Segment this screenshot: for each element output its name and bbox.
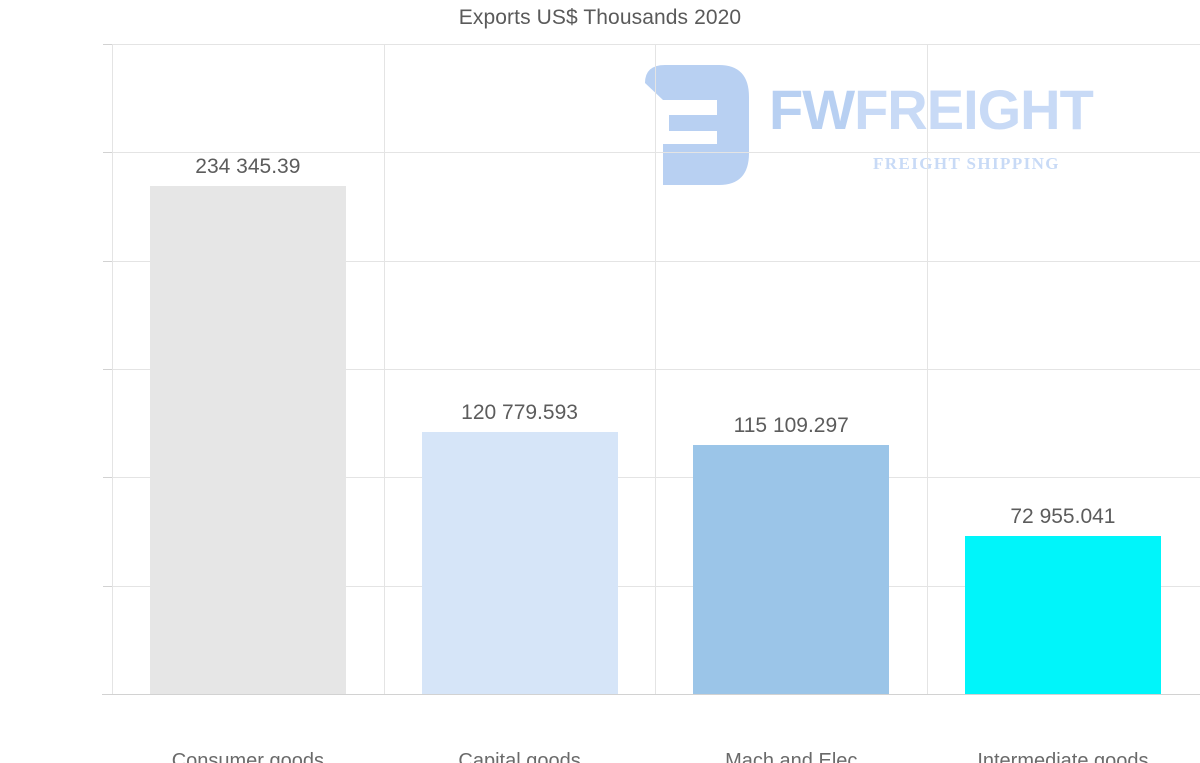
bar-value-label: 234 345.39 (195, 155, 301, 179)
x-axis-tick-label: Consumer goods (171, 750, 325, 763)
gridline-horizontal (112, 44, 1200, 45)
y-axis-tick-mark (103, 369, 112, 370)
bar[interactable] (149, 186, 346, 694)
y-axis-tick-mark (103, 477, 112, 479)
y-axis-tick-mark (103, 44, 112, 45)
x-axis-line (102, 694, 1200, 695)
gridline-horizontal (112, 260, 1200, 262)
gridline-horizontal (112, 369, 1200, 370)
gridline-vertical (927, 44, 928, 695)
gridline-horizontal (112, 152, 1200, 154)
gridline-vertical (112, 44, 113, 695)
y-axis-tick-mark (103, 260, 112, 262)
plot-area: 050 000100 000150 000200 000250 000300 0… (102, 44, 1200, 763)
gridline-vertical (384, 44, 385, 695)
gridline-horizontal (112, 477, 1200, 479)
gridline-vertical (655, 44, 656, 695)
x-axis-tick-label: Capital goods (458, 750, 581, 763)
x-axis-tick-label: Mach and Elec (725, 750, 858, 763)
bar[interactable] (421, 432, 618, 694)
y-axis-tick-mark (103, 694, 112, 695)
bar-value-label: 120 779.593 (461, 401, 578, 425)
bar-value-label: 72 955.041 (1010, 504, 1116, 528)
chart-title: Exports US$ Thousands 2020 (458, 6, 742, 29)
x-axis-tick-label: Intermediate goods (977, 750, 1149, 763)
bar[interactable] (964, 535, 1161, 694)
y-axis-tick-mark (103, 585, 112, 587)
bar[interactable] (693, 444, 890, 694)
bar-value-label: 115 109.297 (733, 413, 849, 437)
gridline-horizontal (112, 585, 1200, 587)
y-axis-tick-mark (103, 152, 112, 154)
